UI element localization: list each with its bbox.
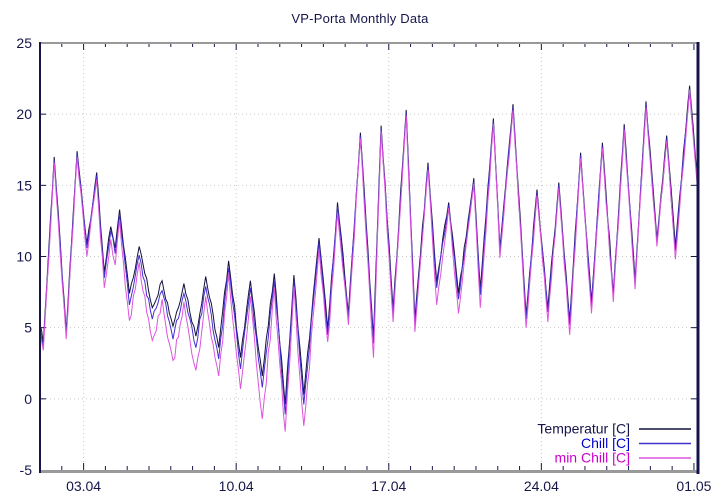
x-tick-label: 03.04 <box>66 478 101 494</box>
y-tick-label: 20 <box>16 106 32 122</box>
y-tick-label: -5 <box>20 462 33 478</box>
chart-title: VP-Porta Monthly Data <box>291 11 429 26</box>
legend-label-min-chill: min Chill [C] <box>555 450 630 466</box>
series-line-chill-c <box>39 88 698 415</box>
y-tick-label: 25 <box>16 35 32 51</box>
series-line-temperatur-c <box>39 85 698 405</box>
legend-label-chill: Chill [C] <box>581 435 630 451</box>
y-tick-label: 15 <box>16 177 32 193</box>
x-tick-label: 01.05 <box>676 478 711 494</box>
x-tick-label: 24.04 <box>524 478 559 494</box>
legend-label-temperatur: Temperatur [C] <box>537 421 630 437</box>
y-tick-label: 10 <box>16 249 32 265</box>
series-line-min-chill-c <box>39 89 698 432</box>
x-tick-label: 17.04 <box>371 478 406 494</box>
y-tick-label: 5 <box>24 320 32 336</box>
y-tick-label: 0 <box>24 391 32 407</box>
x-tick-label: 10.04 <box>219 478 254 494</box>
